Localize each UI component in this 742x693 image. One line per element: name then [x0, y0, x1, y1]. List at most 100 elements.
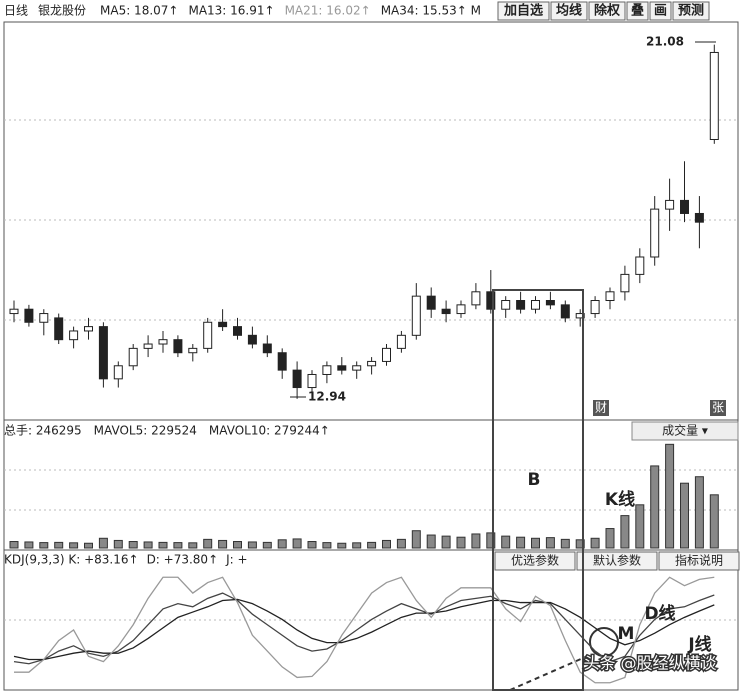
candle-body [307, 373, 317, 389]
toolbar-button[interactable] [672, 1, 710, 21]
candle-body [516, 300, 526, 310]
candle-body [620, 273, 630, 293]
candle-body [456, 304, 466, 315]
candle-body [54, 317, 64, 341]
toolbar-button-text[interactable]: 叠 [631, 4, 644, 19]
volume-bar [218, 539, 228, 549]
volume-bar [471, 533, 481, 549]
kdj-label: J: + [225, 553, 247, 567]
volume-bar [486, 532, 496, 549]
watermark: 头条 @股经纵横谈 [583, 654, 716, 673]
volume-bar [620, 515, 630, 549]
kdj-label: KDJ(9,3,3) K: +83.16↑ [4, 553, 139, 567]
candle-body [277, 352, 287, 371]
volume-bar [158, 541, 168, 549]
volume-bar [605, 528, 615, 549]
toolbar-button[interactable] [497, 1, 550, 21]
ma-label: MA34: 15.53↑ M [381, 4, 481, 18]
candle-body [486, 291, 496, 310]
candle-body [605, 291, 615, 302]
toolbar-button[interactable] [649, 1, 672, 21]
highlight-box [492, 289, 584, 691]
volume-bar [277, 539, 287, 549]
candle-body [98, 326, 108, 380]
candle-body [337, 365, 347, 371]
candle-body [188, 347, 198, 354]
dropdown[interactable] [631, 421, 739, 441]
m-label: M [618, 624, 635, 644]
candle-body [173, 339, 183, 354]
candle-body [545, 300, 555, 306]
k-label: K线 [605, 489, 635, 510]
candle-body [203, 321, 213, 349]
volume-bar [501, 535, 511, 549]
toolbar-button[interactable] [588, 1, 626, 21]
circle [589, 627, 619, 657]
tag-text: 财 [595, 401, 607, 415]
volume-bar [531, 537, 540, 549]
toolbar-button[interactable] [626, 1, 649, 21]
volume-bar [98, 537, 108, 549]
volume-bar [247, 541, 257, 549]
volume-bar [128, 541, 138, 549]
candle-body [128, 347, 138, 367]
high-label: 21.08 [646, 35, 684, 49]
volume-bar [84, 542, 93, 549]
tag [593, 400, 609, 416]
candle-body [471, 291, 481, 306]
candle-body [367, 360, 377, 367]
indicator-button-text[interactable]: 优选参数 [511, 553, 559, 568]
volume-bar [665, 443, 675, 549]
candle-body [158, 339, 168, 345]
indicator-button-text[interactable]: 默认参数 [593, 553, 641, 568]
toolbar-button-text[interactable]: 除权 [594, 3, 621, 19]
volume-bar [352, 542, 362, 549]
candle-body [396, 334, 406, 349]
candle-body [24, 308, 34, 323]
candle-body [262, 343, 272, 354]
volume-bar [173, 542, 183, 549]
volume-bar [9, 541, 19, 549]
volume-bar [54, 541, 64, 549]
volume-bar [411, 530, 421, 549]
toolbar-button-text[interactable]: 均线 [556, 3, 582, 19]
kdj-line [14, 576, 715, 684]
candle-body [665, 199, 675, 210]
indicator-button[interactable] [576, 551, 658, 571]
candle-body [352, 365, 362, 371]
indicator-button[interactable] [494, 551, 576, 571]
volume-bar [650, 465, 660, 549]
volume-bar [709, 494, 719, 549]
dropdown-text[interactable]: 成交量 ▾ [662, 423, 708, 438]
tag-text: 张 [712, 401, 724, 415]
ma-label: MA13: 16.91↑ [188, 4, 274, 18]
volume-bar [545, 537, 555, 549]
candle-body [709, 51, 719, 140]
candle-body [441, 308, 451, 315]
toolbar-button-text[interactable]: 加自选 [503, 3, 543, 19]
volume-bar [441, 535, 451, 549]
candle-body [694, 212, 704, 223]
ma-label: MA21: 16.02↑ [285, 4, 371, 18]
candle-body [680, 199, 689, 214]
indicator-button-text[interactable]: 指标说明 [675, 553, 723, 568]
volume-bar [426, 534, 436, 549]
volume-bar [590, 537, 600, 549]
volume-bar [456, 536, 466, 549]
toolbar-button-text[interactable]: 画 [654, 4, 667, 19]
candle-body [69, 330, 79, 341]
volume-bar [113, 539, 123, 549]
indicator-button[interactable] [658, 551, 740, 571]
kdj-line [13, 592, 715, 665]
kdj-line [13, 598, 715, 661]
volume-bar [635, 504, 645, 549]
toolbar-button-text[interactable]: 预测 [678, 3, 704, 19]
candle-body [650, 208, 660, 258]
volume-bar [188, 542, 198, 549]
kdj-label: D: +73.80↑ [147, 553, 219, 567]
toolbar-button[interactable] [550, 1, 588, 21]
volume-bar [292, 538, 302, 549]
box-label: B [528, 470, 541, 490]
volume-bar [69, 542, 79, 549]
volume-bar [396, 538, 406, 549]
